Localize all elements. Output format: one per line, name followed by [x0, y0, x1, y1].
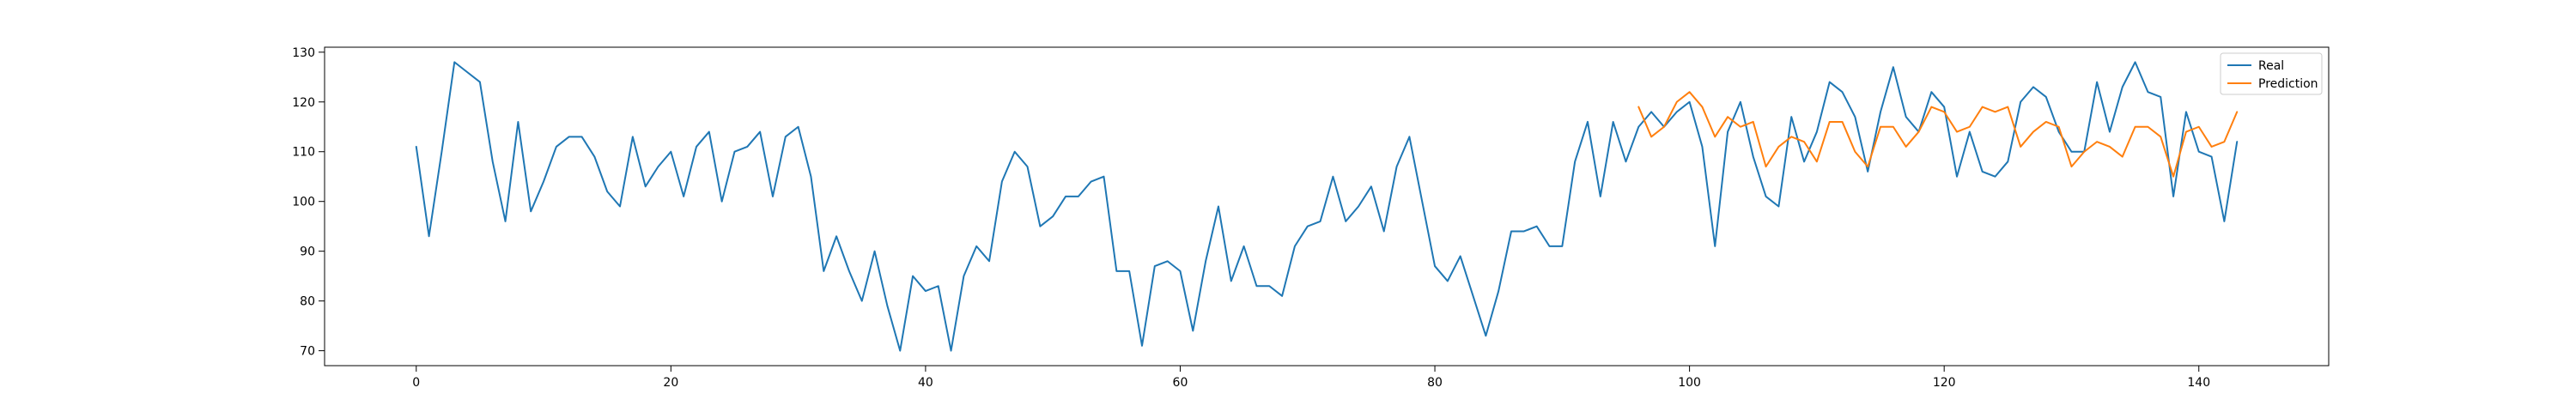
x-tick-label: 140: [2187, 376, 2210, 390]
x-tick-label: 100: [1678, 376, 1701, 390]
y-tick-label: 110: [292, 146, 315, 160]
x-tick-label: 0: [412, 376, 420, 390]
x-tick-label: 120: [1933, 376, 1956, 390]
y-tick-label: 130: [292, 46, 315, 60]
legend-label-prediction: Prediction: [2258, 77, 2318, 91]
x-tick-label: 20: [663, 376, 678, 390]
legend: Real Prediction: [2220, 52, 2323, 95]
series-line-real: [415, 61, 2239, 352]
x-tick-label: 80: [1427, 376, 1443, 390]
legend-label-real: Real: [2258, 59, 2284, 73]
y-tick-label: 80: [300, 295, 315, 309]
plot-frame: [324, 46, 2330, 367]
y-tick-label: 100: [292, 196, 315, 209]
axis-layer: 0 20 40 60 80 100 120 140 70 80 90 100 110 120 130: [292, 46, 2210, 390]
x-tick-label: 40: [918, 376, 933, 390]
y-tick-label: 70: [300, 345, 315, 359]
series-line-prediction: [1637, 91, 2239, 178]
series-layer: [415, 61, 2239, 352]
y-tick-label: 120: [292, 96, 315, 110]
x-tick-label: 60: [1173, 376, 1188, 390]
y-tick-label: 90: [300, 245, 315, 259]
